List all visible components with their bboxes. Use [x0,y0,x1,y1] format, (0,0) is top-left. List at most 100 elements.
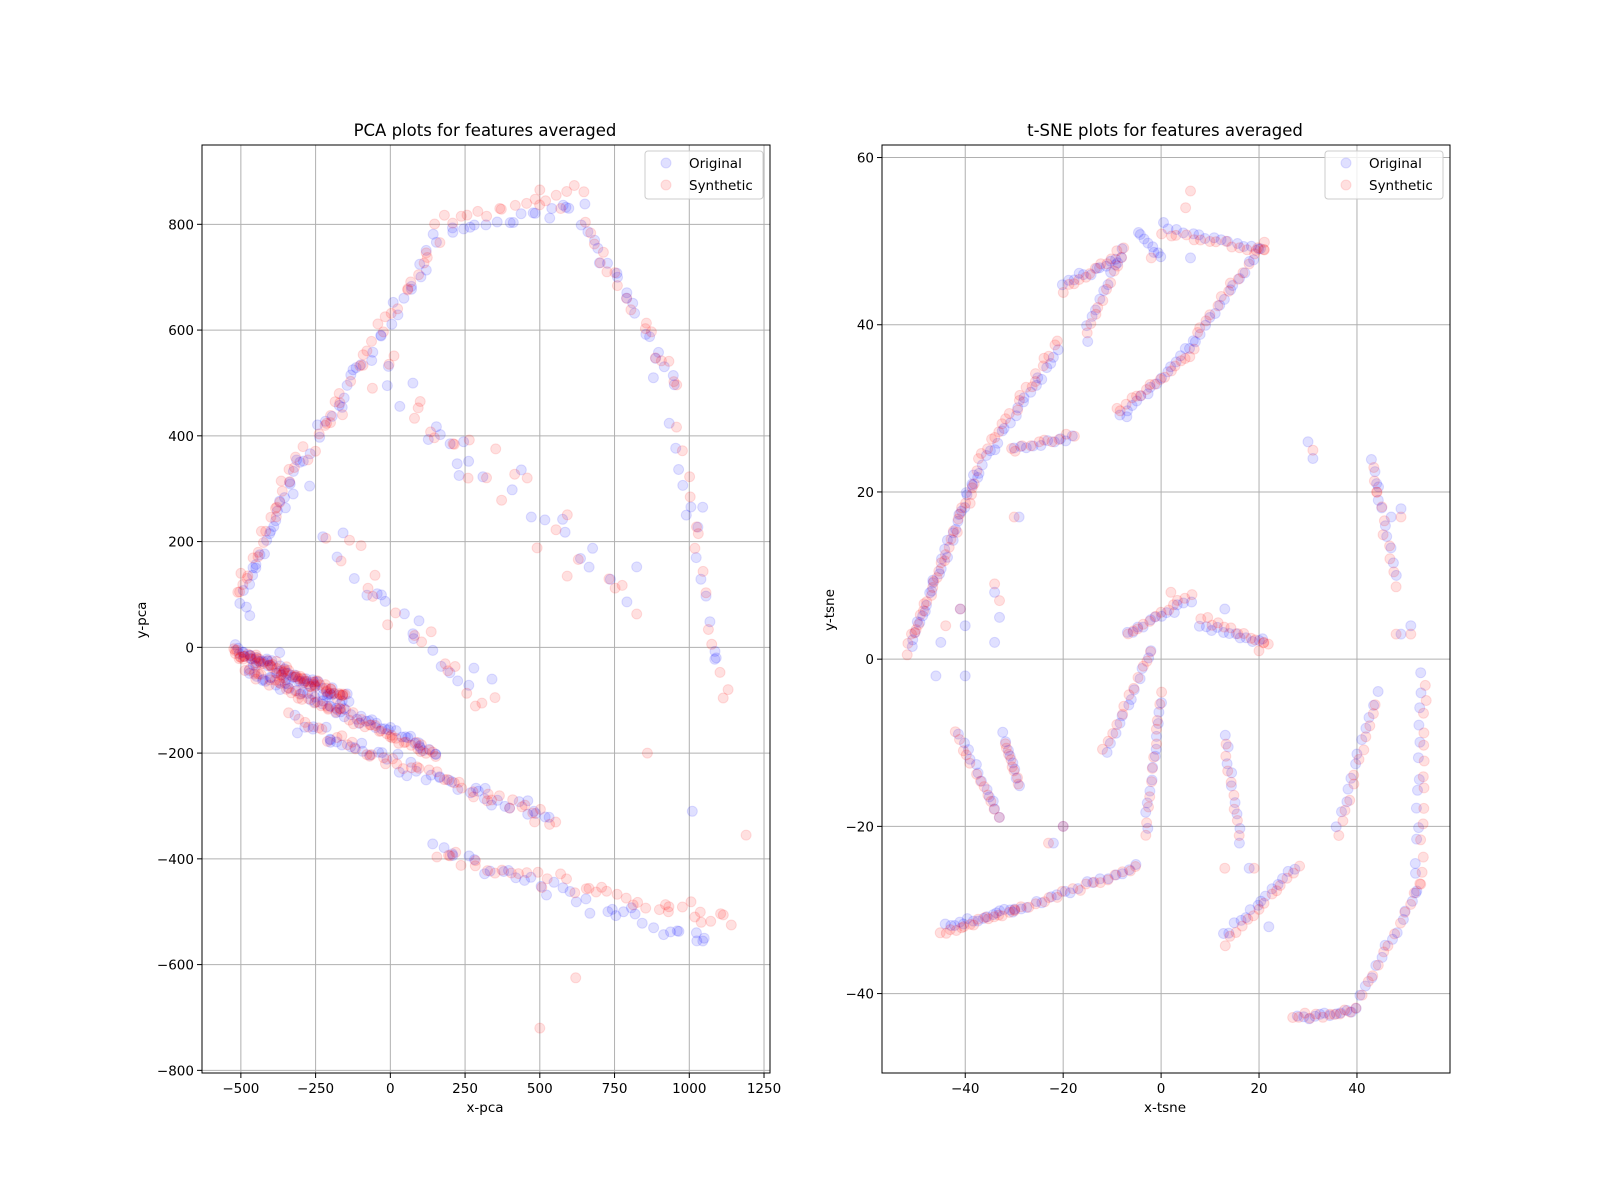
pca-point-synthetic [293,713,305,725]
pca-point-synthetic [250,649,262,661]
pca-point-original [507,217,519,228]
pca-x-tick-label: 750 [602,1081,628,1097]
pca-point-synthetic [578,186,590,198]
pca-point-original [385,722,397,733]
pca-point-synthetic [313,722,325,734]
tsne-point-synthetic [1317,1011,1329,1023]
tsne-point-synthetic [935,557,947,569]
pca-point-original [420,264,432,276]
pca-point-synthetic [345,375,357,387]
pca-point-synthetic [490,443,502,455]
pca-point-original [237,646,249,658]
pca-point-synthetic [516,801,528,813]
pca-point-synthetic [509,468,521,480]
pca-point-original [504,217,516,229]
pca-point-synthetic [324,687,336,699]
tsne-point-original [914,617,926,628]
tsne-point-original [1230,628,1242,640]
pca-point-synthetic [415,746,427,758]
pca-point-original [447,226,459,238]
pca-point-synthetic [717,692,729,704]
pca-point-synthetic [289,685,301,697]
tsne-point-synthetic [960,749,972,761]
pca-point-synthetic [285,687,297,699]
pca-point-original [390,725,402,737]
tsne-point-synthetic [1237,267,1249,279]
pca-point-synthetic [252,551,264,563]
pca-point-synthetic [264,674,276,686]
pca-point-synthetic [431,766,443,778]
tsne-point-original [1009,903,1021,915]
pca-point-original [379,723,391,735]
tsne-point-original [947,527,959,539]
pca-point-synthetic [631,608,643,620]
tsne-point-original [1369,466,1381,478]
pca-point-original [375,589,387,601]
pca-point-synthetic [237,653,249,665]
tsne-point-synthetic [1009,445,1021,457]
pca-point-synthetic [521,197,533,209]
pca-point-synthetic [405,739,417,751]
tsne-point-synthetic [993,426,1005,438]
tsne-point-original [1243,862,1255,874]
tsne-point-original [1277,873,1288,884]
pca-point-synthetic [641,747,653,759]
pca-point-synthetic [550,524,562,536]
tsne-point-original [1147,761,1159,773]
tsne-point-synthetic [1143,801,1154,813]
pca-point-synthetic [325,683,337,695]
tsne-point-original [1098,285,1110,297]
tsne-point-synthetic [1016,440,1028,452]
tsne-point-original [1409,858,1421,869]
pca-point-original [697,501,709,513]
pca-point-original [427,838,439,850]
tsne-point-original [1036,373,1048,385]
tsne-point-synthetic [1063,278,1075,290]
tsne-point-synthetic [940,620,952,632]
tsne-legend-marker-original [1340,157,1352,169]
tsne-point-synthetic [1043,837,1054,849]
tsne-point-synthetic [1003,748,1015,760]
tsne-point-original [1395,503,1407,515]
tsne-point-original [1140,806,1152,818]
tsne-point-synthetic [1008,511,1020,523]
tsne-point-synthetic [1212,617,1224,629]
tsne-point-original [1007,906,1019,918]
pca-point-original [539,514,551,526]
tsne-point-original [1194,328,1206,340]
tsne-point-synthetic [1224,930,1236,942]
tsne-point-original [987,909,999,921]
pca-point-original [341,379,353,391]
pca-point-original [289,671,301,683]
pca-point-original [447,222,458,234]
tsne-point-original [1094,293,1106,305]
pca-point-original [255,655,267,667]
tsne-point-synthetic [1000,742,1012,754]
tsne-point-original [1094,873,1106,885]
pca-point-original [401,770,413,782]
tsne-point-original [1200,621,1212,633]
tsne-point-original [1177,597,1189,609]
pca-point-synthetic [411,761,423,773]
pca-point-synthetic [409,630,421,641]
tsne-point-synthetic [1195,613,1207,625]
tsne-point-synthetic [1353,753,1365,765]
pca-point-original [584,907,596,919]
pca-point-synthetic [235,567,247,579]
pca-point-original [283,682,295,694]
pca-point-synthetic [402,284,414,296]
tsne-point-synthetic [1165,586,1177,598]
pca-point-synthetic [655,355,667,367]
pca-point-synthetic [325,683,337,695]
pca-point-original [292,675,304,687]
pca-point-synthetic [315,700,327,712]
tsne-point-synthetic [1405,898,1417,910]
pca-point-original [469,854,480,866]
pca-point-synthetic [583,882,595,894]
tsne-point-synthetic [971,768,983,780]
tsne-point-original [1411,833,1423,845]
tsne-point-original [1372,686,1384,697]
pca-point-original [317,531,329,543]
pca-point-original [274,495,286,507]
tsne-point-original [1410,867,1421,879]
